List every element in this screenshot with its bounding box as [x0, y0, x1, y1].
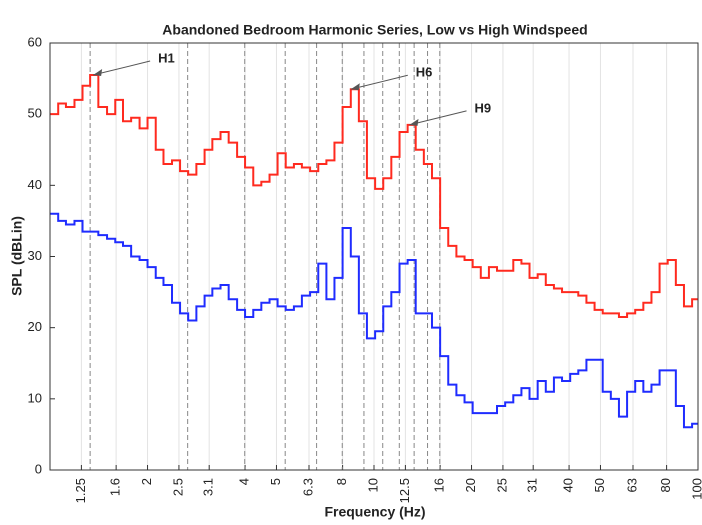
y-axis-label: SPL (dBLin) — [9, 216, 25, 296]
x-tick-label: 4 — [237, 478, 252, 485]
x-tick-label: 12.5 — [397, 478, 412, 503]
x-tick-label: 8 — [334, 478, 349, 485]
series-line — [50, 212, 698, 429]
y-tick-label: 20 — [28, 319, 42, 334]
x-tick-label: 1.6 — [108, 478, 123, 496]
x-tick-label: 1.25 — [73, 478, 88, 503]
annotation-label: H9 — [475, 100, 492, 115]
x-axis-label: Frequency (Hz) — [324, 504, 425, 520]
x-tick-label: 3.1 — [201, 478, 216, 496]
annotation-arrow — [409, 110, 467, 126]
x-tick-label: 50 — [592, 478, 607, 492]
x-tick-label: 6.3 — [300, 478, 315, 496]
x-tick-label: 25 — [494, 478, 509, 492]
annotation-label: H6 — [416, 65, 433, 80]
y-tick-label: 0 — [35, 461, 42, 476]
annotation-arrowhead — [350, 83, 360, 91]
x-tick-label: 63 — [624, 478, 639, 492]
annotation-arrow — [350, 74, 408, 90]
x-tick-label: 2.5 — [170, 478, 185, 496]
annotation-arrowhead — [409, 118, 419, 126]
series-line — [50, 74, 698, 318]
x-tick-label: 2 — [139, 478, 154, 485]
y-tick-label: 60 — [28, 34, 42, 49]
chart-title: Abandoned Bedroom Harmonic Series, Low v… — [162, 22, 587, 38]
x-tick-label: 31 — [525, 478, 540, 492]
x-tick-label: 20 — [463, 478, 478, 492]
annotation-arrow — [93, 60, 151, 76]
plot-frame — [49, 42, 699, 471]
x-tick-label: 16 — [432, 478, 447, 492]
x-tick-label: 5 — [268, 478, 283, 485]
y-tick-label: 50 — [28, 106, 42, 121]
annotation-label: H1 — [158, 50, 175, 65]
y-tick-label: 10 — [28, 390, 42, 405]
y-tick-label: 40 — [28, 177, 42, 192]
x-tick-label: 40 — [561, 478, 576, 492]
annotation-arrowhead — [93, 69, 103, 77]
x-tick-label: 10 — [365, 478, 380, 492]
x-tick-label: 80 — [658, 478, 673, 492]
x-tick-label: 100 — [689, 478, 702, 500]
y-tick-label: 30 — [28, 248, 42, 263]
